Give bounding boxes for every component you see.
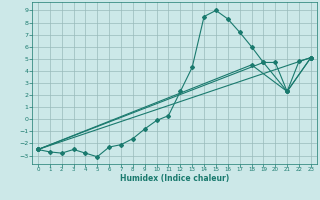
X-axis label: Humidex (Indice chaleur): Humidex (Indice chaleur): [120, 174, 229, 183]
